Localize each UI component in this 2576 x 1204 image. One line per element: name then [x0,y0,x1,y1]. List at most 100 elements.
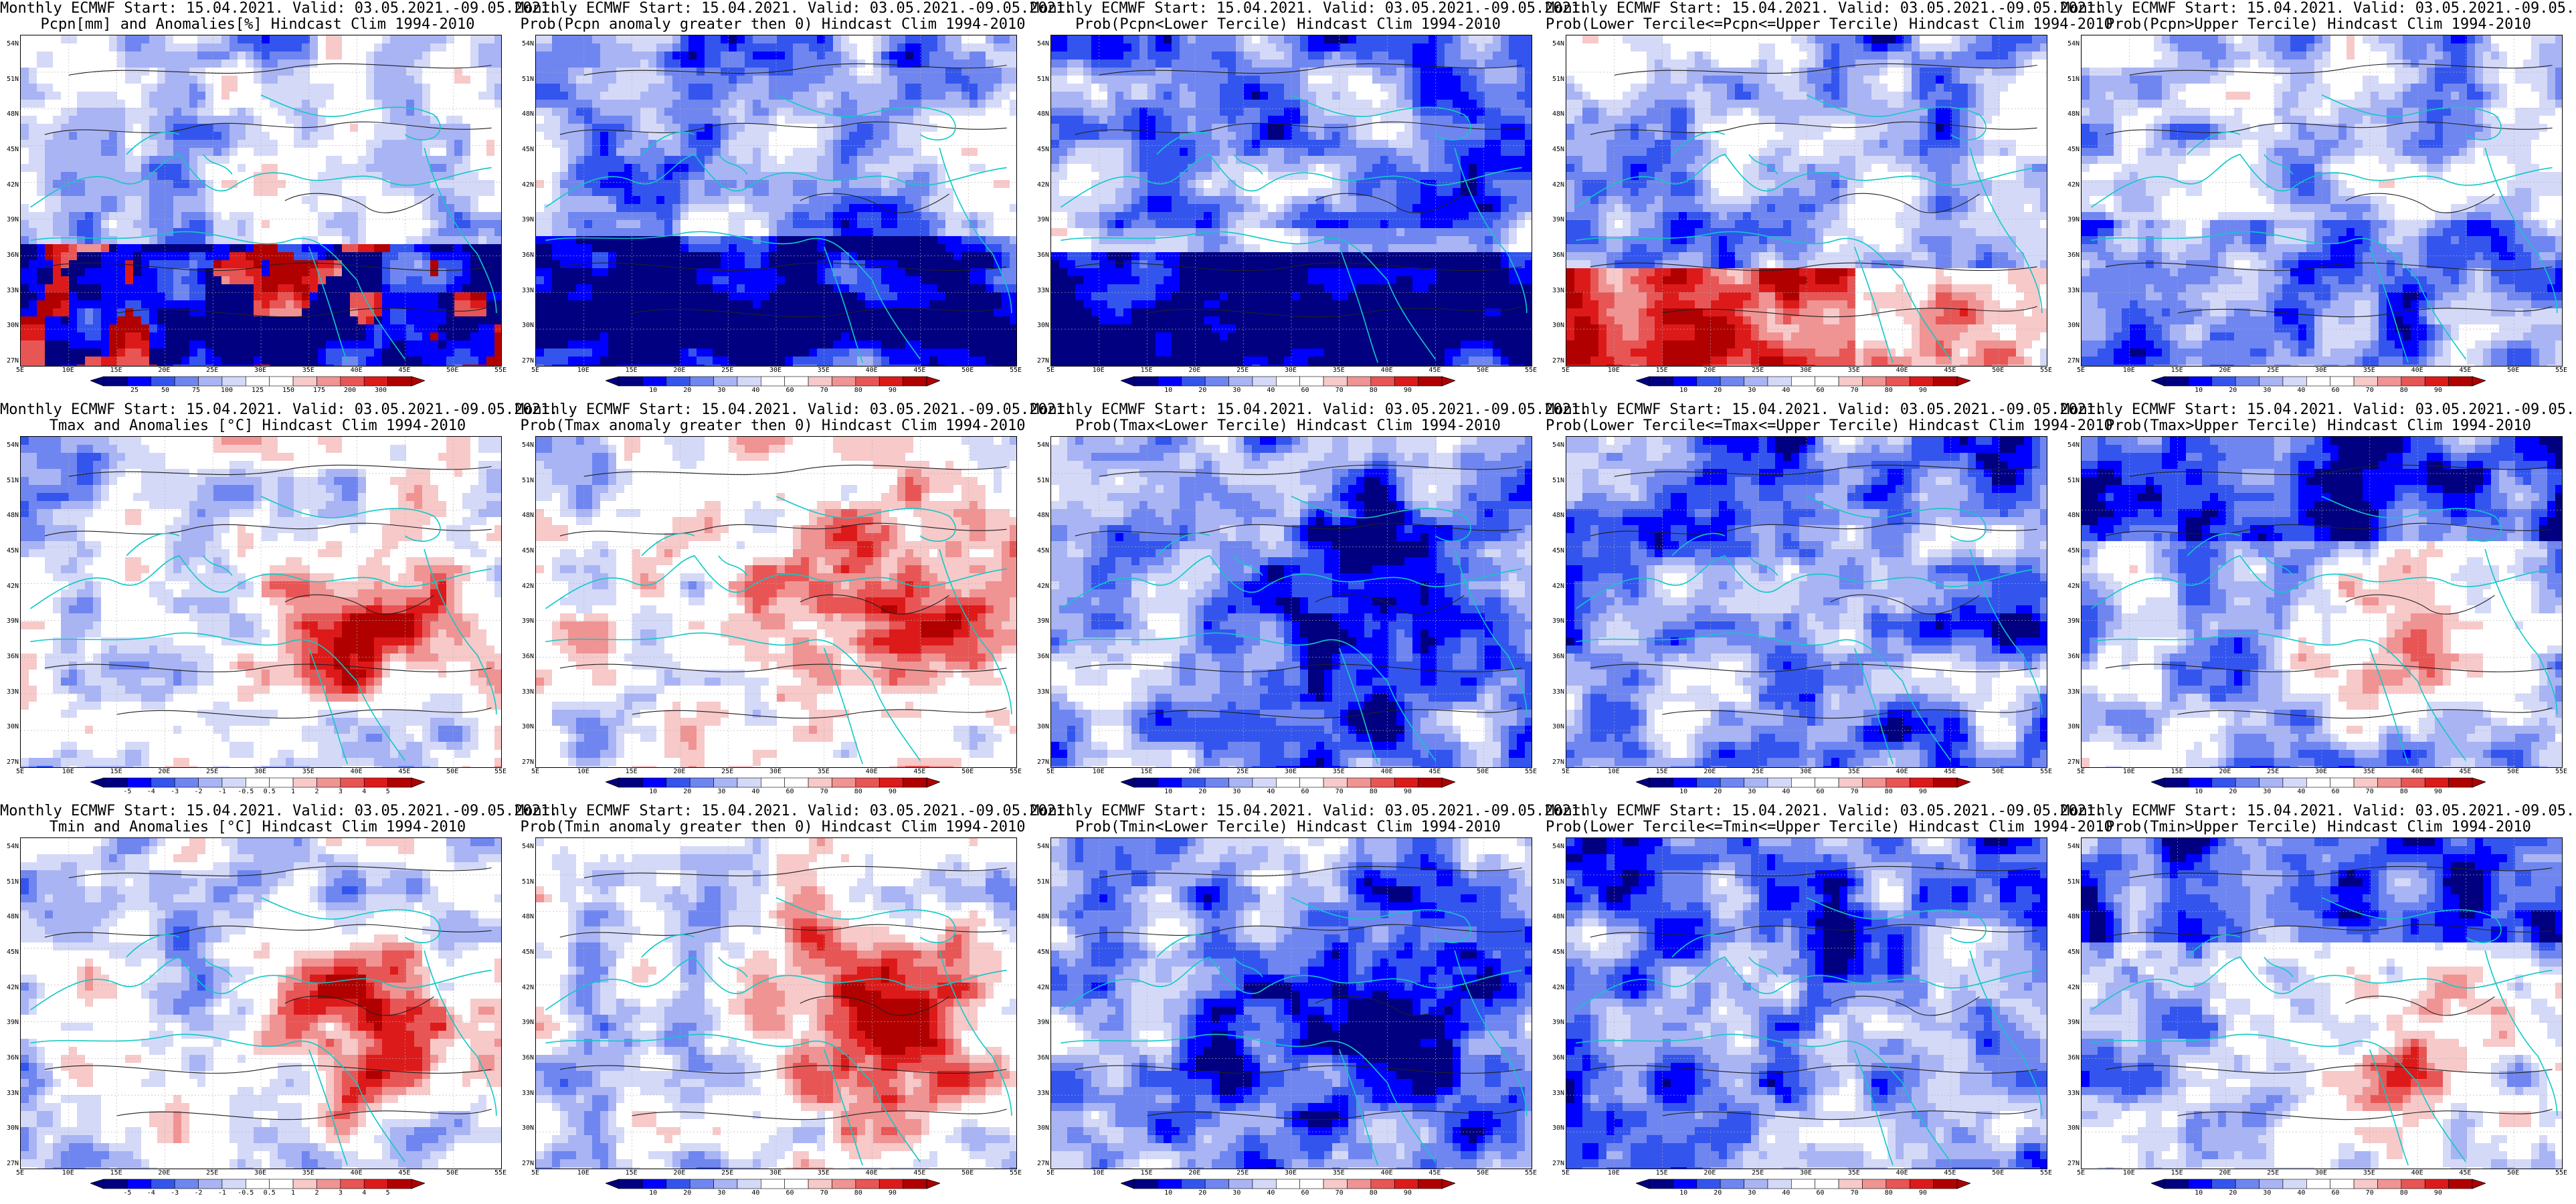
longitude-label: 35E [1333,1169,1345,1177]
forecast-map-field [2082,437,2562,767]
longitude-label: 30E [254,768,266,775]
longitude-label: 25E [206,1169,218,1177]
forecast-map [535,35,1017,367]
longitude-label: 25E [1236,768,1249,775]
longitude-label: 55E [494,1169,507,1177]
latitude-label: 48N [0,512,19,519]
longitude-label: 35E [818,768,830,775]
map-panel-p10: Monthly ECMWF Start: 15.04.2021. Valid: … [0,401,558,803]
longitude-label: 55E [1010,367,1022,374]
colorbar-tick-label: 300 [375,387,387,394]
colorbar-tick-label: 4 [362,788,366,795]
colorbar-tick-label: 60 [1301,387,1309,394]
latitude-label: 39N [515,617,534,625]
latitude-label: 39N [2061,216,2080,223]
colorbar [89,376,426,389]
latitude-label: 36N [515,653,534,660]
longitude-label: 10E [577,367,589,374]
longitude-label: 35E [1848,1169,1860,1177]
longitude-label: 20E [673,768,685,775]
latitude-label: 51N [0,477,19,484]
colorbar-tick-label: 80 [2400,788,2408,795]
colorbar-tick-label: 10 [1164,788,1172,795]
latitude-label: 48N [515,512,534,519]
map-panel-p24: Monthly ECMWF Start: 15.04.2021. Valid: … [2061,803,2576,1204]
longitude-label: 55E [2040,367,2052,374]
longitude-label: 25E [2267,768,2279,775]
colorbar-tick-label: 80 [2400,387,2408,394]
longitude-label: 50E [2507,1169,2519,1177]
longitude-label: 25E [1752,768,1764,775]
panel-header-line: Monthly ECMWF Start: 15.04.2021. Valid: … [515,803,1073,820]
longitude-label: 30E [1800,768,1812,775]
latitude-label: 39N [2061,617,2080,625]
colorbar-tick-label: 60 [1817,387,1825,394]
latitude-label: 27N [2061,1160,2080,1167]
forecast-map [535,436,1017,768]
colorbar [1119,777,1457,791]
panel-title: Prob(Lower Tercile<=Tmax<=Upper Tercile)… [1546,417,2113,435]
colorbar-tick-label: 20 [2229,387,2237,394]
latitude-label: 42N [2061,181,2080,189]
colorbar-tick-label: 10 [2195,788,2203,795]
panel-header-line: Monthly ECMWF Start: 15.04.2021. Valid: … [2061,401,2576,419]
longitude-label: 55E [1010,768,1022,775]
longitude-label: 15E [1141,768,1153,775]
colorbar-tick-label: 0.5 [264,788,276,795]
colorbar-tick-label: 2 [314,788,318,795]
latitude-label: 45N [1030,547,1049,555]
colorbar-tick-label: 90 [1404,1189,1412,1197]
latitude-label: 39N [0,1019,19,1026]
colorbar-tick-label: 30 [1232,387,1240,394]
latitude-label: 27N [1030,759,1049,766]
panel-header-line: Monthly ECMWF Start: 15.04.2021. Valid: … [1546,803,2104,820]
colorbar-tick-label: 90 [889,788,897,795]
latitude-label: 33N [0,1090,19,1097]
longitude-label: 50E [1992,1169,2004,1177]
colorbar-tick-label: 80 [1885,788,1893,795]
latitude-label: 45N [1030,146,1049,153]
longitude-label: 45E [398,367,410,374]
longitude-label: 50E [2507,367,2519,374]
latitude-label: 36N [1030,653,1049,660]
colorbar-tick-label: 30 [717,788,725,795]
panel-header-line: Monthly ECMWF Start: 15.04.2021. Valid: … [0,401,558,419]
colorbar [604,777,941,791]
latitude-label: 36N [1546,252,1564,259]
colorbar-tick-label: -1 [218,788,226,795]
latitude-label: 27N [0,357,19,365]
longitude-label: 50E [446,1169,458,1177]
longitude-label: 15E [1141,1169,1153,1177]
colorbar [604,1179,941,1192]
latitude-label: 33N [515,287,534,294]
colorbar-tick-label: 100 [221,387,233,394]
colorbar-tick-label: 70 [1336,387,1344,394]
colorbar [1635,376,1972,389]
colorbar-tick-label: -4 [147,788,155,795]
latitude-label: 45N [1546,146,1564,153]
longitude-label: 45E [2459,768,2471,775]
latitude-label: 45N [0,146,19,153]
colorbar-tick-label: 20 [683,788,691,795]
longitude-label: 35E [1848,367,1860,374]
longitude-label: 15E [1656,367,1668,374]
latitude-label: 33N [515,688,534,696]
panel-title: Prob(Tmin>Upper Tercile) Hindcast Clim 1… [2061,819,2576,836]
colorbar-tick-label: 90 [2434,1189,2442,1197]
colorbar-tick-label: 40 [751,788,759,795]
colorbar-tick-label: 20 [1198,1189,1206,1197]
longitude-label: 25E [206,768,218,775]
latitude-label: 33N [1030,1090,1049,1097]
longitude-label: 40E [351,367,363,374]
map-panel-p12: Monthly ECMWF Start: 15.04.2021. Valid: … [1030,401,1588,803]
latitude-label: 54N [1546,843,1564,850]
longitude-label: 10E [2123,768,2135,775]
longitude-label: 40E [1381,367,1393,374]
colorbar-tick-label: 30 [1232,1189,1240,1197]
longitude-label: 5E [16,768,24,775]
latitude-label: 33N [515,1090,534,1097]
colorbar-tick-label: 20 [2229,1189,2237,1197]
longitude-label: 10E [2123,367,2135,374]
longitude-label: 50E [446,768,458,775]
longitude-label: 20E [1188,768,1200,775]
